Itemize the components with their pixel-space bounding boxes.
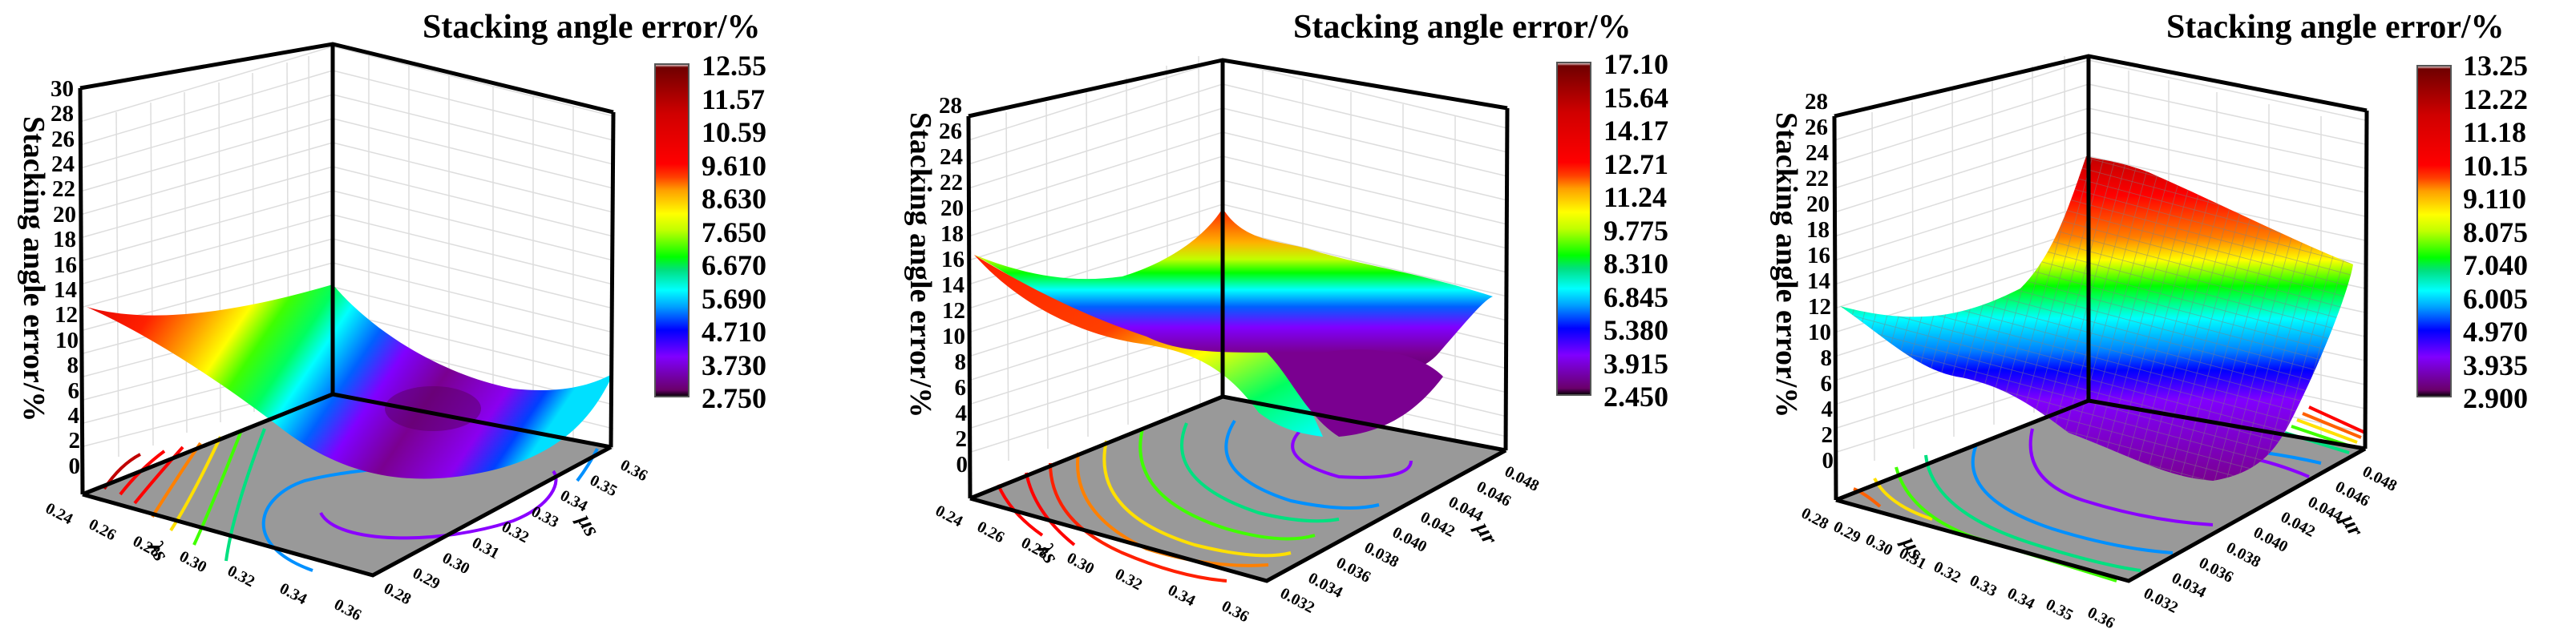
z-tick: 14 xyxy=(54,277,77,303)
colorbar-tick: 8.310 xyxy=(1603,248,1668,280)
colorbar-tick: 2.750 xyxy=(702,382,766,414)
colorbar-tick: 5.380 xyxy=(1603,314,1668,346)
z-tick: 18 xyxy=(940,221,964,247)
colorbar-title: Stacking angle error/% xyxy=(2166,9,2505,46)
z-tick: 24 xyxy=(51,151,75,177)
z-tick: 20 xyxy=(940,196,964,221)
z-tick: 6 xyxy=(954,375,967,401)
z-tick: 0 xyxy=(68,454,81,479)
colorbar-tick: 11.24 xyxy=(1603,181,1668,213)
colorbar-tick: 9.610 xyxy=(702,150,766,182)
colorbar-tick: 7.040 xyxy=(2463,249,2528,281)
z-tick: 0 xyxy=(1822,448,1834,474)
z-tick: 12 xyxy=(1808,294,1831,320)
colorbar-tick: 6.845 xyxy=(1603,281,1668,313)
colorbar-a xyxy=(654,63,689,397)
colorbar-tick: 7.650 xyxy=(702,216,766,248)
z-tick: 16 xyxy=(54,252,77,278)
z-tick: 20 xyxy=(1806,192,1830,217)
surface-a xyxy=(87,284,613,479)
z-tick: 2 xyxy=(68,428,81,454)
panel-c: Stacking angle error/% 13.25 12.22 11.18… xyxy=(1716,0,2574,632)
colorbar-tick: 6.670 xyxy=(702,249,766,281)
z-tick: 16 xyxy=(1807,243,1830,268)
surface-plot-b xyxy=(966,55,1591,583)
z-tick: 28 xyxy=(1805,89,1828,115)
colorbar-tick: 10.15 xyxy=(2463,150,2528,182)
colorbar-tick: 5.690 xyxy=(702,283,766,315)
z-tick: 14 xyxy=(1807,268,1830,294)
colorbar-tick: 8.630 xyxy=(702,183,766,215)
z-tick: 16 xyxy=(941,247,964,272)
panel-b: Stacking angle error/% 17.10 15.64 14.17… xyxy=(858,0,1717,626)
z-tick: 14 xyxy=(941,272,964,298)
z-tick: 22 xyxy=(1806,166,1829,192)
colorbar-tick: 12.71 xyxy=(1603,148,1668,180)
z-tick: 8 xyxy=(1820,345,1833,371)
z-tick: 12 xyxy=(942,298,965,324)
colorbar-tick: 4.970 xyxy=(2463,316,2528,348)
z-tick: 26 xyxy=(1805,115,1828,140)
surface-plot-c xyxy=(1832,54,2452,583)
colorbar-title: Stacking angle error/% xyxy=(1293,9,1632,46)
z-tick: 24 xyxy=(940,144,963,170)
z-tick: 28 xyxy=(51,101,74,127)
z-tick: 4 xyxy=(955,401,968,426)
z-axis-label: Stacking angle error/% xyxy=(904,112,937,418)
colorbar-tick: 9.775 xyxy=(1603,215,1668,247)
panel-a: Stacking angle error/% 12.55 11.57 10.59… xyxy=(0,0,859,624)
z-tick: 18 xyxy=(53,227,76,252)
z-tick: 26 xyxy=(51,127,75,152)
z-tick: 2 xyxy=(955,426,968,452)
z-tick: 0 xyxy=(956,452,969,478)
colorbar-tick: 4.710 xyxy=(702,316,766,348)
colorbar-tick: 2.900 xyxy=(2463,382,2528,414)
colorbar-tick: 13.25 xyxy=(2463,50,2528,82)
surface-plot-a xyxy=(78,42,689,578)
colorbar-tick: 12.55 xyxy=(702,50,766,82)
colorbar-tick: 6.005 xyxy=(2463,283,2528,315)
z-tick: 22 xyxy=(52,176,75,202)
floor-plane-b xyxy=(969,397,1507,581)
colorbar-title: Stacking angle error/% xyxy=(423,9,761,46)
z-tick: 20 xyxy=(53,202,76,228)
surface-b xyxy=(974,208,1493,378)
colorbar-b xyxy=(1556,62,1591,396)
z-axis-label: Stacking angle error/% xyxy=(17,116,51,422)
z-tick: 8 xyxy=(67,353,79,378)
z-tick: 6 xyxy=(1820,371,1833,397)
colorbar-tick: 3.915 xyxy=(1603,348,1668,380)
colorbar-tick: 12.22 xyxy=(2463,83,2528,115)
colorbar-tick: 2.450 xyxy=(1603,381,1668,413)
z-tick: 30 xyxy=(51,76,74,102)
z-tick: 18 xyxy=(1806,217,1830,243)
z-tick: 28 xyxy=(939,93,962,119)
colorbar-tick: 11.57 xyxy=(702,83,766,115)
colorbar-tick: 15.64 xyxy=(1603,82,1668,114)
z-tick: 24 xyxy=(1806,140,1829,166)
colorbar-tick: 9.110 xyxy=(2463,183,2527,215)
z-tick: 6 xyxy=(67,378,80,404)
z-tick: 2 xyxy=(1821,422,1834,448)
colorbar-tick: 17.10 xyxy=(1603,48,1668,80)
z-tick: 8 xyxy=(954,349,967,375)
colorbar-tick: 8.075 xyxy=(2463,216,2528,248)
z-axis-label: Stacking angle error/% xyxy=(1769,112,1803,418)
colorbar-tick: 14.17 xyxy=(1603,115,1668,147)
colorbar-c xyxy=(2416,65,2452,397)
colorbar-tick: 3.935 xyxy=(2463,349,2528,381)
z-tick: 12 xyxy=(55,302,78,328)
colorbar-tick: 3.730 xyxy=(702,349,766,381)
z-tick: 4 xyxy=(1821,397,1834,422)
z-tick: 10 xyxy=(942,324,965,349)
z-tick: 10 xyxy=(55,328,79,353)
z-tick: 22 xyxy=(940,170,963,196)
colorbar-tick: 10.59 xyxy=(702,116,766,148)
z-tick: 10 xyxy=(1808,320,1831,345)
z-tick: 4 xyxy=(67,403,80,429)
colorbar-tick: 11.18 xyxy=(2463,116,2527,148)
z-tick: 26 xyxy=(939,119,962,144)
